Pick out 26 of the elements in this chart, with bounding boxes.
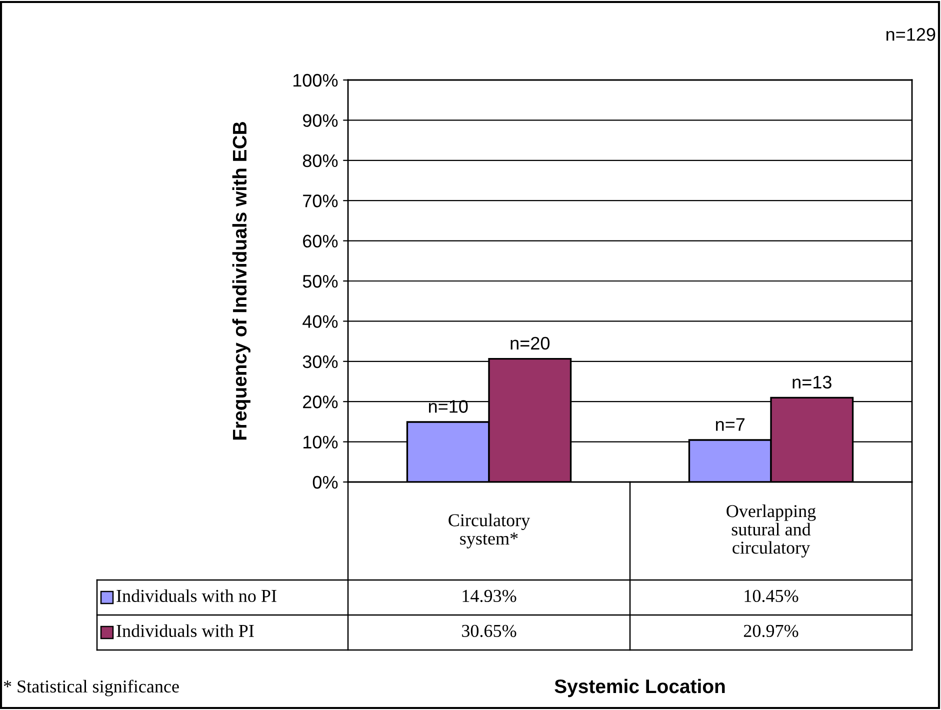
y-tick-label: 80% [302,154,338,168]
y-tick-label: 20% [303,396,338,408]
data-label: 20.97% [744,624,798,638]
y-tick-label: 40% [302,315,338,328]
data-label: 14.93% [462,590,516,602]
x-tick-label: Overlapping sutural and circulatory [726,504,816,558]
y-tick-label: 70% [303,194,338,208]
text: n=129 [886,28,936,41]
y-axis-title: Frequency of Individuals with ECB [232,122,250,440]
y-tick-label: 50% [302,274,338,288]
y-tick-label: 10% [304,436,338,449]
y-tick-label: 60% [303,234,338,248]
y-tick-label: 100% [293,74,338,87]
text: Systemic Location [554,678,725,698]
annotation: n=7 [716,418,745,431]
x-tick-label: Circulatory system* [448,514,530,548]
data-label: 10.45% [744,590,798,602]
text: * Statistical significance [4,680,179,696]
y-tick-label: 30% [302,355,338,368]
annotation: n=20 [510,336,550,350]
legend-label: Individuals with PI [116,624,254,638]
y-tick-label: 90% [302,114,338,127]
data-label: 30.65% [462,624,516,638]
legend-label: Individuals with no PI [116,589,276,602]
annotation: n=13 [792,376,832,389]
y-tick-label: 0% [312,476,338,489]
